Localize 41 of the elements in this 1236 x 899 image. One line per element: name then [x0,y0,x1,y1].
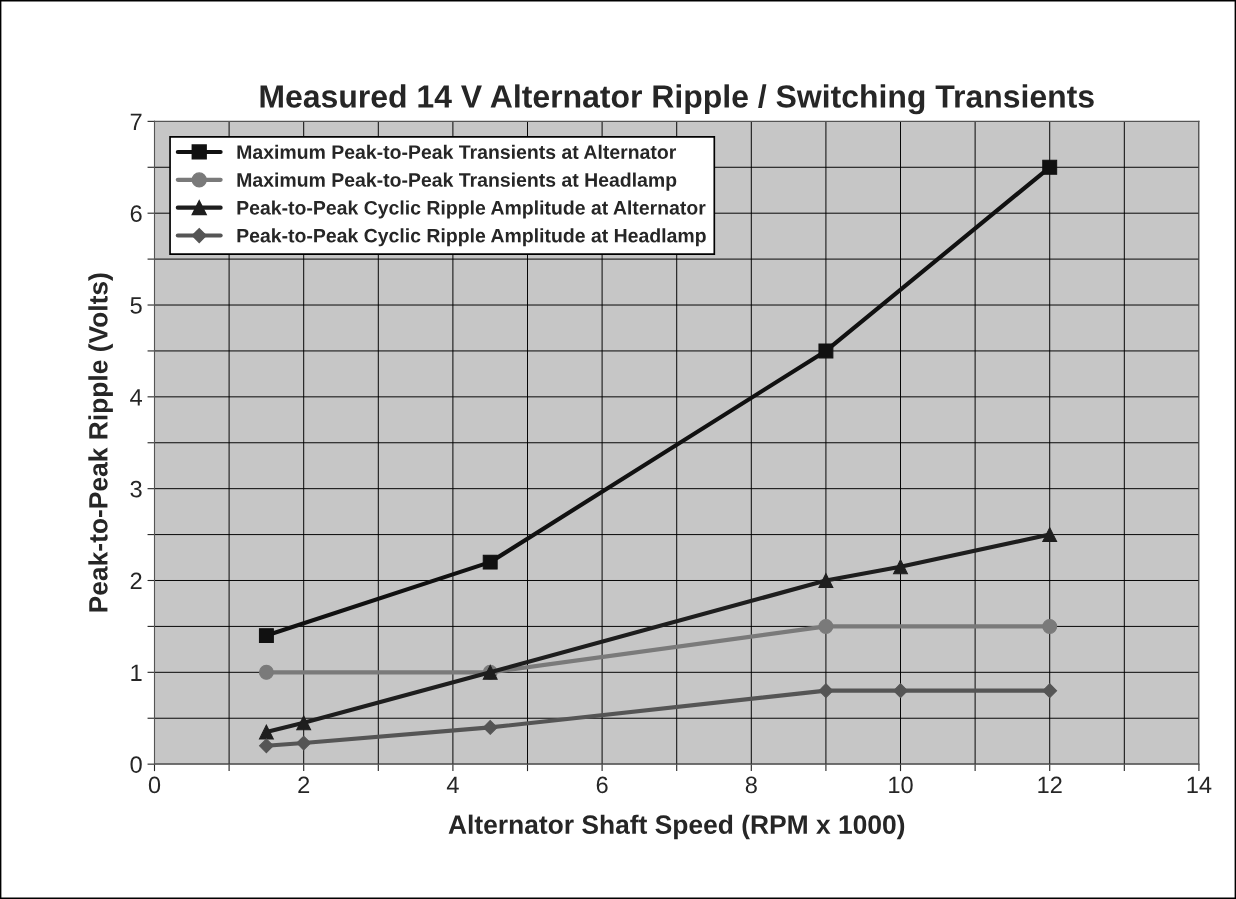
x-tick-label: 2 [298,776,310,794]
y-axis-title: Peak-to-Peak Ripple (Volts) [88,273,113,612]
point [818,343,834,359]
x-tick-label: 10 [889,776,913,794]
point [1042,527,1058,543]
y-tick-label: 4 [130,389,142,406]
point [818,683,834,699]
chart-title: Measured 14 V Alternator Ripple / Switching Transients [260,84,1094,115]
x-tick-label: 4 [446,776,459,794]
point [482,720,498,735]
point [1042,618,1058,634]
x-tick-label: 0 [148,776,161,794]
point [258,628,274,644]
point [259,738,274,754]
point [893,683,908,699]
legend-label: Maximum Peak-to-Peak Transients at Headlamp [237,172,677,191]
y-tick-label: 1 [131,664,142,681]
legend-label: Peak-to-Peak Cyclic Ripple Amplitude at Alternator [237,200,706,219]
point [1042,683,1058,699]
y-tick-label: 6 [130,205,142,222]
point [258,724,274,740]
point [296,715,312,731]
point [482,554,498,570]
point [893,559,908,575]
y-tick-label: 3 [130,480,142,498]
y-tick-label: 2 [130,572,142,590]
point [818,618,834,634]
y-tick-label: 7 [130,113,142,130]
x-axis-title: Alternator Shaft Speed (RPM x 1000) [448,814,905,840]
x-tick-label: 14 [1187,776,1212,794]
x-tick-label: 6 [596,776,608,794]
legend-label: Peak-to-Peak Cyclic Ripple Amplitude at Headlamp [237,228,706,247]
y-tick-label: 0 [130,756,142,773]
legend-label: Maximum Peak-to-Peak Transients at Alternator [237,144,677,159]
x-tick-label: 12 [1038,776,1062,794]
point [1042,159,1058,175]
y-tick-label: 5 [130,297,142,314]
point [818,573,834,588]
x-tick-label: 8 [745,776,757,794]
point [296,735,312,751]
point [258,664,274,680]
